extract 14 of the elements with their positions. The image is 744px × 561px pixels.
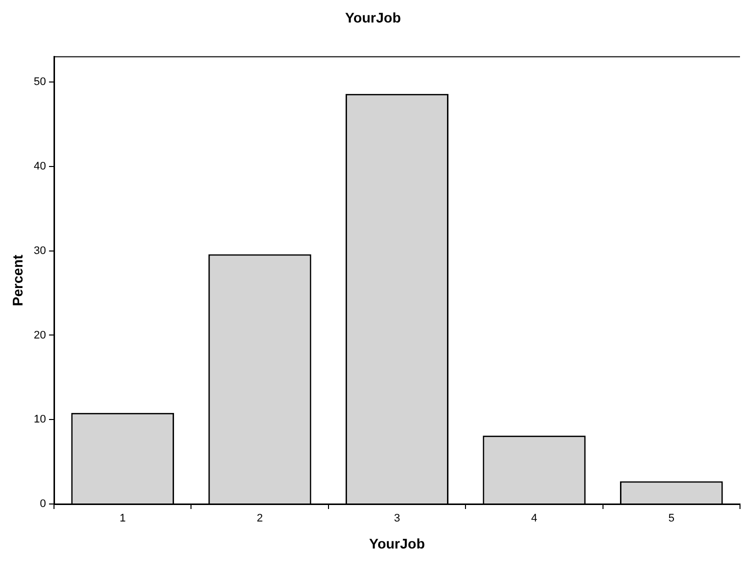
y-tick-label: 0	[40, 498, 46, 510]
chart-title: YourJob	[345, 9, 401, 26]
y-tick-label: 50	[34, 76, 46, 88]
y-tick-label: 30	[34, 244, 46, 257]
x-tick-label: 2	[256, 512, 263, 525]
x-tick-label: 4	[531, 512, 538, 525]
y-tick-label: 10	[34, 414, 46, 426]
x-axis-title: YourJob	[369, 535, 425, 552]
y-axis-title: Percent	[9, 254, 26, 306]
x-tick-label: 3	[394, 512, 400, 525]
x-tick-label: 5	[668, 512, 674, 525]
y-tick-label: 40	[34, 160, 46, 173]
x-tick-label: 1	[120, 512, 126, 525]
y-tick-label: 20	[34, 329, 46, 342]
